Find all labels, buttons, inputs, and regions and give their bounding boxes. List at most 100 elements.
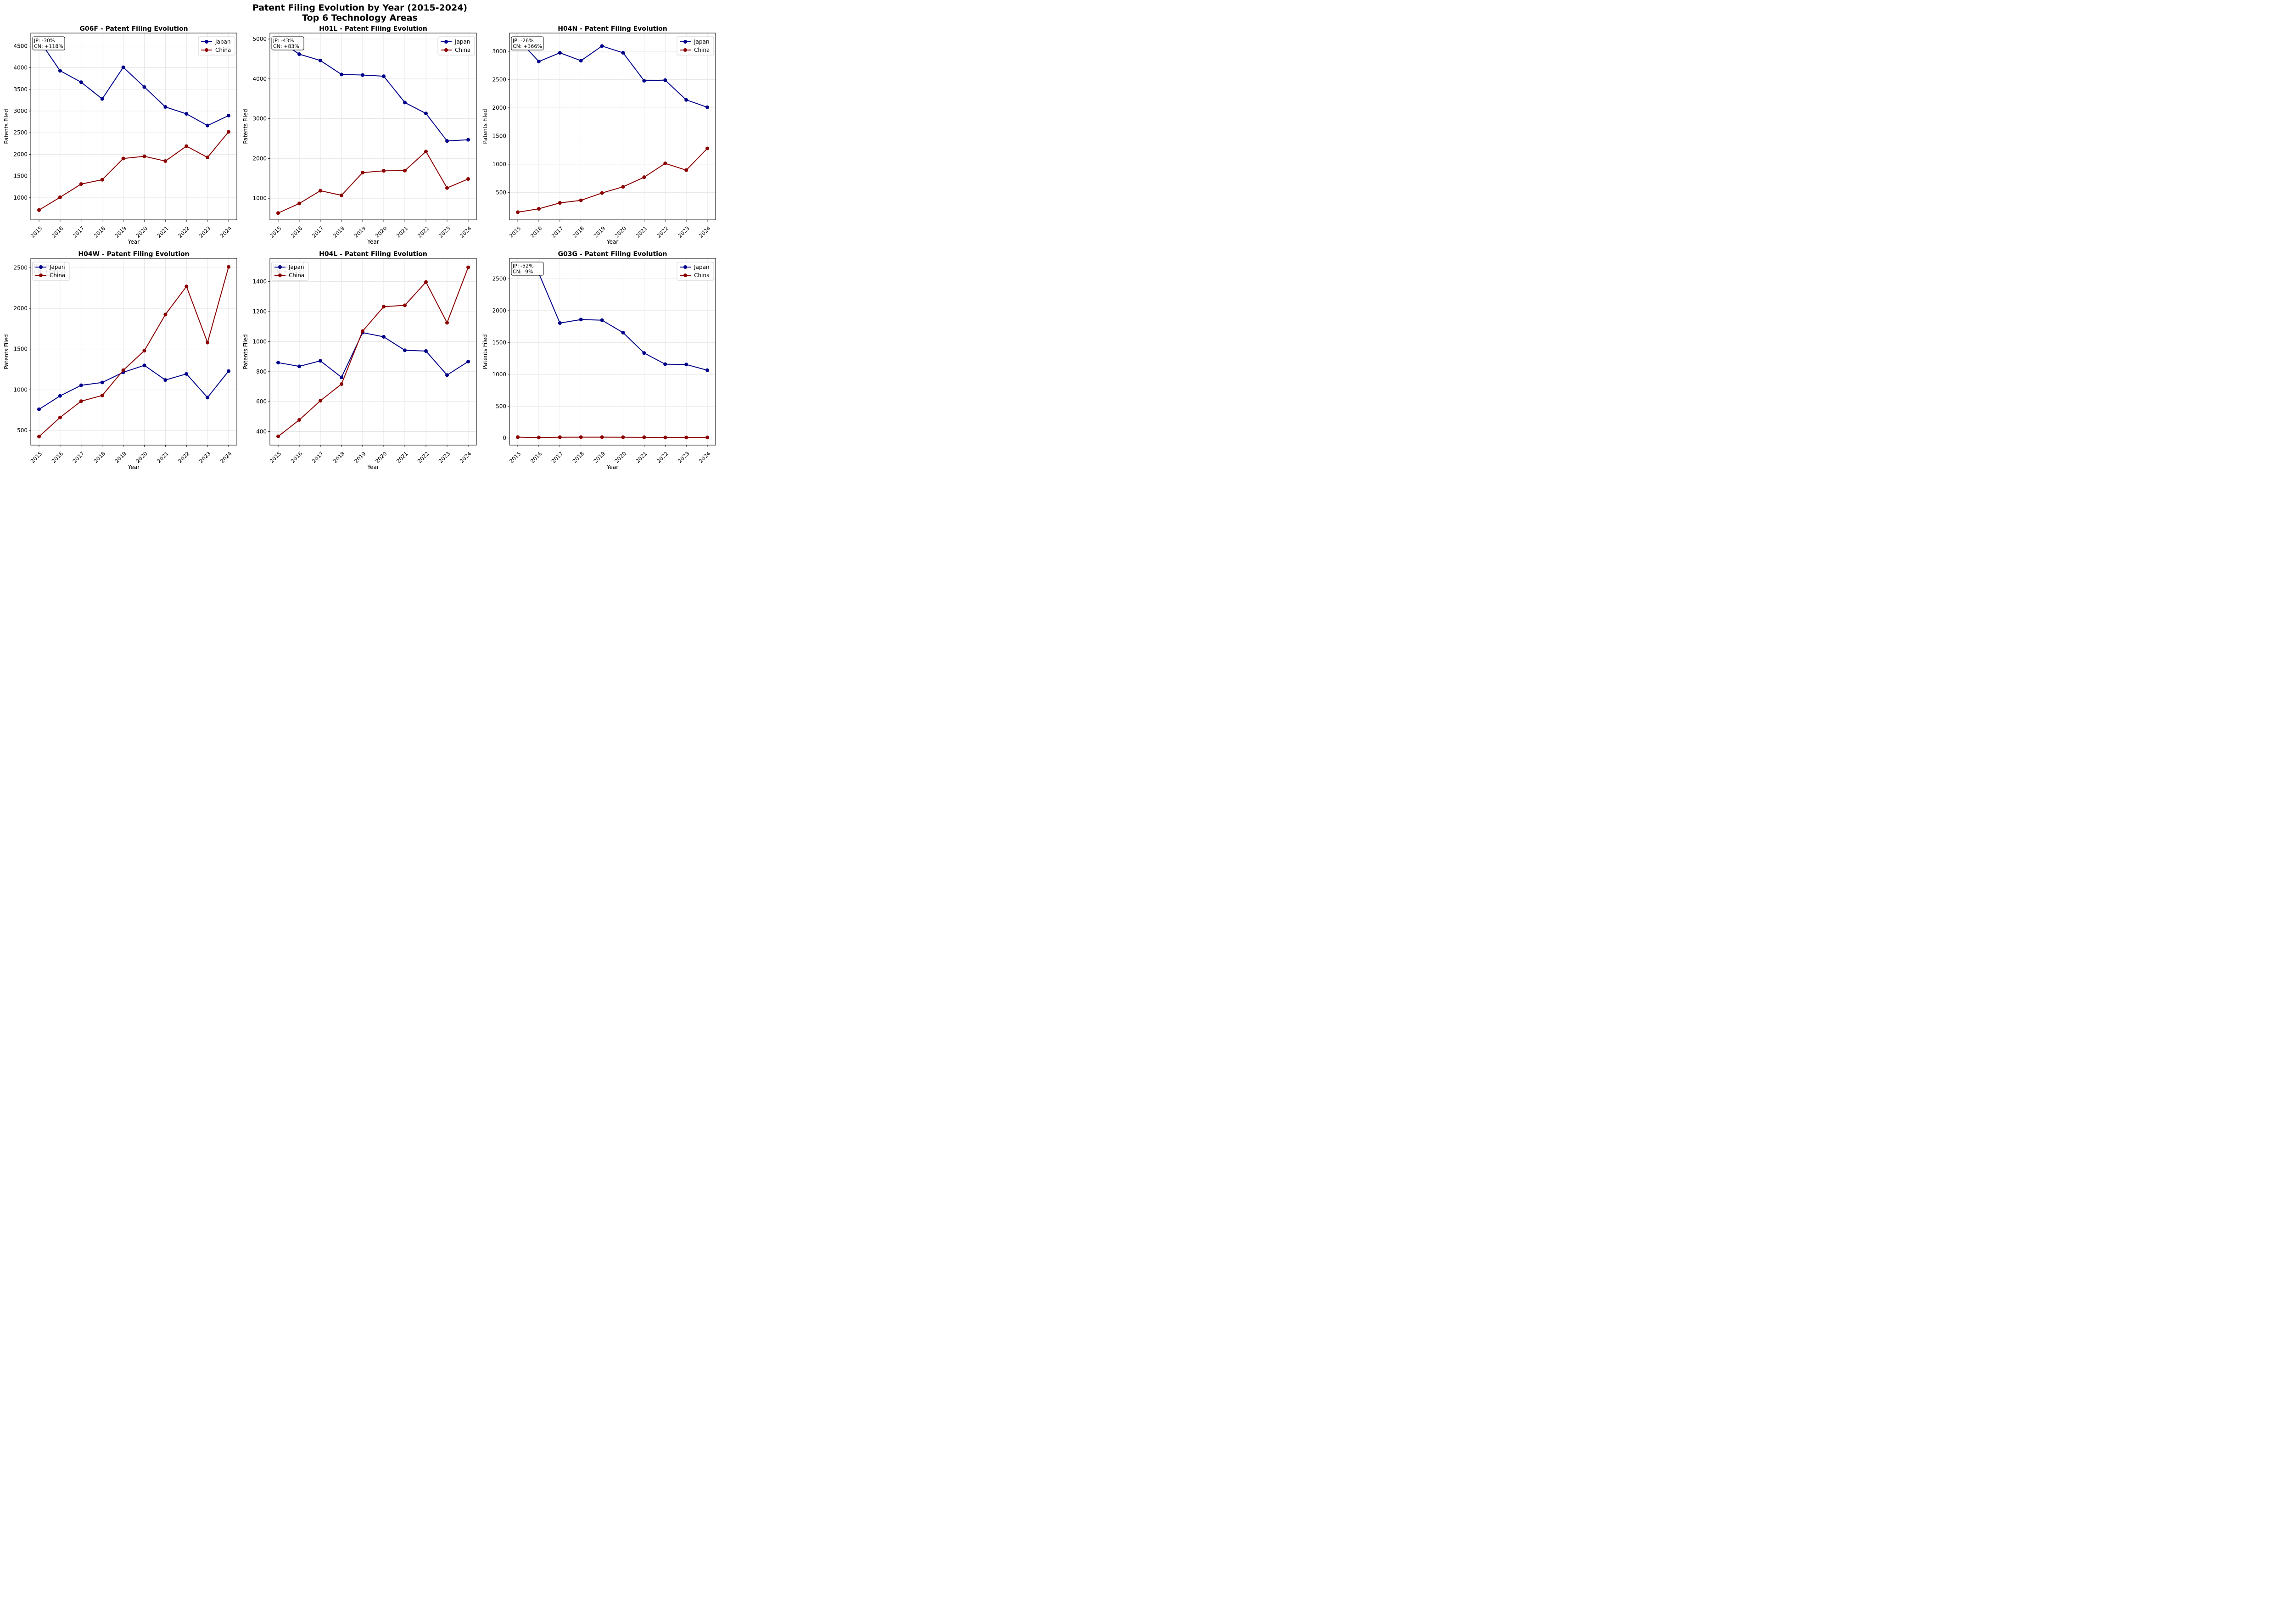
subplot-title: H04N - Patent Filing Evolution [558,25,667,33]
x-tick-label: 2015 [29,225,44,239]
data-point-japan [297,364,301,368]
data-point-japan [705,368,709,372]
series-line-china [278,151,469,214]
y-axis-label: Patents Filed [482,334,488,369]
x-tick-label: 2017 [311,450,325,464]
legend-label-japan: Japan [694,264,709,270]
x-tick-label: 2023 [437,450,452,464]
data-point-japan [206,123,210,128]
x-tick-label: 2018 [571,225,586,239]
x-tick-label: 2016 [290,450,304,464]
data-point-china [516,210,520,214]
y-tick-label: 500 [496,189,506,195]
legend-swatch-marker [683,48,687,52]
data-point-japan [663,78,667,82]
figure-title: Patent Filing Evolution by Year (2015-20… [252,3,468,13]
annotation-box [511,36,544,50]
data-point-china [319,399,322,403]
legend: Japan China [198,36,235,56]
y-tick-label: 2000 [252,155,267,162]
legend-swatch-marker [205,48,208,52]
x-tick-label: 2021 [634,225,649,239]
data-point-japan [58,69,62,73]
x-tick-label: 2021 [395,450,409,464]
series-line-china [39,267,229,437]
subplot-2: 2015 2016 2017 2018 2019 2020 2021 2022 2023 2024… [242,25,477,245]
data-point-china [445,321,449,325]
x-tick-label: 2020 [374,450,388,464]
x-tick-label: 2024 [698,450,712,464]
data-point-japan [621,51,625,55]
subplot-title: H04L - Patent Filing Evolution [319,251,427,258]
subplot-title: H01L - Patent Filing Evolution [319,25,427,33]
data-point-china [58,195,62,199]
data-point-japan [642,78,646,83]
annotation-line: CN: +118% [34,44,63,50]
data-point-china [276,211,280,215]
series-line-japan [278,332,469,378]
x-tick-label: 2017 [311,225,325,239]
data-point-china [142,349,146,353]
data-point-japan [403,100,407,105]
x-tick-label: 2019 [592,450,606,464]
x-tick-label: 2024 [698,225,712,239]
x-tick-label: 2015 [269,225,283,239]
data-point-china [206,156,210,160]
data-point-china [206,340,210,345]
data-point-china [185,285,189,289]
data-point-japan [466,359,470,363]
data-point-china [361,171,364,175]
data-point-japan [684,98,688,102]
data-point-japan [79,383,83,387]
annotation-line: JP: -43% [273,38,294,44]
data-point-japan [382,335,386,339]
data-point-japan [163,105,168,109]
data-point-china [297,418,301,422]
x-tick-label: 2021 [395,225,409,239]
y-tick-label: 4000 [13,65,28,71]
data-point-china [621,435,625,439]
legend-swatch-marker [278,265,282,269]
legend-swatch-marker [683,273,687,277]
series-line-japan [517,38,708,108]
x-tick-label: 2018 [571,450,586,464]
x-tick-label: 2024 [459,225,473,239]
data-point-japan [185,112,189,116]
x-tick-label: 2022 [177,225,191,239]
x-tick-label: 2024 [219,225,233,239]
legend-swatch-marker [39,273,43,277]
subplot-1: 2015 2016 2017 2018 2019 2020 2021 2022 2023 2024… [3,25,237,245]
y-tick-label: 500 [17,427,28,434]
y-tick-label: 3500 [13,86,28,93]
x-axis-label: Year [606,239,618,245]
series-line-china [39,131,229,211]
data-point-japan [185,372,189,376]
annotation-line: CN: +366% [513,44,542,50]
x-tick-label: 2020 [613,225,627,239]
data-point-china [558,201,562,205]
y-tick-label: 1500 [492,339,506,346]
series-line-china [517,436,708,438]
x-tick-label: 2020 [134,225,149,239]
annotation-box [511,262,544,276]
series-line-china [517,148,708,213]
y-tick-label: 600 [256,398,267,405]
subplot-title: H04W - Patent Filing Evolution [78,251,189,258]
data-point-japan [361,73,364,77]
legend: Japan China [437,36,475,56]
x-tick-label: 2018 [332,450,346,464]
subplot-4: 2015 2016 2017 2018 2019 2020 2021 2022 2023 2024… [3,251,237,470]
x-tick-label: 2017 [550,225,565,239]
data-point-japan [121,65,125,69]
data-point-china [466,177,470,181]
x-tick-label: 2023 [198,450,212,464]
data-point-china [424,280,428,284]
y-tick-label: 1500 [492,133,506,139]
data-point-china [121,368,125,372]
series-line-japan [39,39,229,126]
x-tick-label: 2022 [416,450,431,464]
legend-label-china: China [455,47,470,53]
data-point-china [100,178,104,182]
data-point-japan [466,138,470,142]
x-tick-label: 2020 [374,225,388,239]
